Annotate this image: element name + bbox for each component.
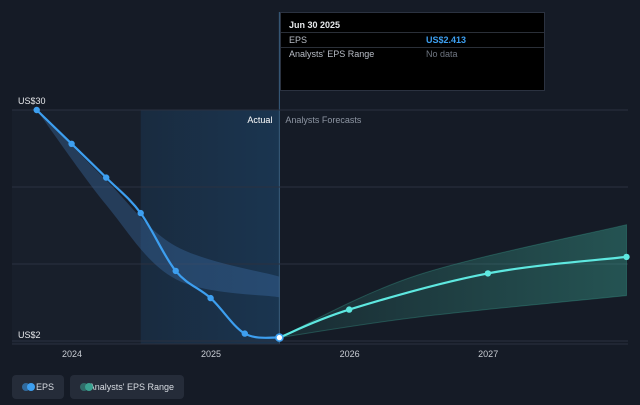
x-tick-label: 2024 — [62, 349, 82, 359]
eps-actual-point — [33, 106, 40, 114]
eps-actual-point — [172, 267, 179, 275]
tooltip-range-label: Analysts' EPS Range — [289, 49, 375, 59]
eps-current-point — [275, 333, 284, 342]
eps-forecast-point — [346, 306, 353, 313]
eps-range-band-past — [36, 110, 280, 298]
tooltip-range-value: No data — [426, 49, 458, 59]
eps-actual-point — [207, 294, 214, 302]
eps-forecast-line — [278, 255, 628, 339]
eps-actual-line — [35, 108, 281, 339]
forecast-label: Analysts Forecasts — [285, 115, 362, 125]
legend-range-button[interactable]: Analysts' EPS Range — [70, 375, 184, 399]
eps-actual-point — [137, 209, 144, 217]
eps-forecast-point — [623, 253, 630, 261]
legend-eps-button[interactable]: EPS — [12, 375, 64, 399]
x-tick-label: 2026 — [340, 349, 360, 359]
tooltip-eps-value: US$2.413 — [426, 35, 467, 45]
actual-label: Actual — [247, 115, 272, 125]
eps-actual-point — [241, 330, 248, 337]
legend-range-label: Analysts' EPS Range — [88, 382, 174, 392]
y-label-min: US$2 — [18, 330, 41, 340]
y-label-max: US$30 — [18, 96, 46, 106]
tooltip-eps-label: EPS — [289, 35, 308, 45]
legend-eps-icon — [22, 383, 35, 391]
highlight-region — [140, 110, 280, 344]
x-tick-label: 2027 — [478, 349, 498, 359]
eps-actual-point — [68, 140, 75, 147]
tooltip-row-eps: EPS US$2.413 — [281, 32, 544, 48]
eps-actual-point — [103, 174, 110, 181]
legend-range-icon — [80, 383, 93, 391]
tooltip-row-range: Analysts' EPS Range No data — [281, 47, 544, 61]
tooltip: Jun 30 2025 EPS US$2.413 Analysts' EPS R… — [280, 12, 545, 91]
eps-forecast-point — [484, 270, 492, 277]
x-tick-label: 2025 — [201, 349, 221, 359]
legend-eps-label: EPS — [35, 382, 54, 392]
tooltip-date: Jun 30 2025 — [289, 20, 341, 30]
